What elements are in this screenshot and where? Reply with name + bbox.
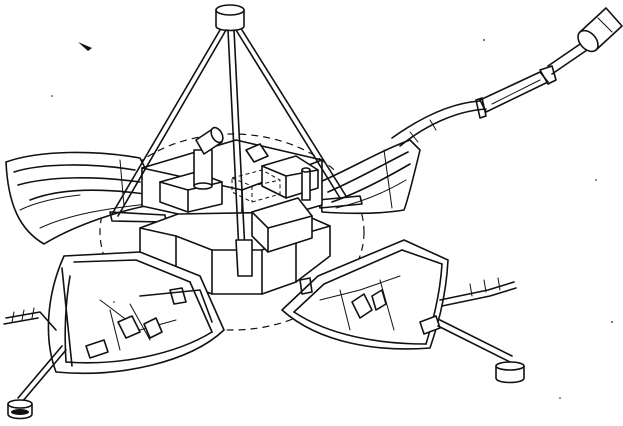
tripod-mast (111, 4, 347, 277)
camera-mast (193, 126, 224, 190)
foot-right (495, 361, 525, 384)
foot-left (7, 399, 33, 420)
deployment-envelope-dashed (99, 133, 365, 331)
deck-post (301, 167, 311, 201)
scan-specks (51, 39, 613, 399)
antenna-canister (577, 7, 623, 53)
petal-lower-right (281, 239, 517, 363)
petal-lower-left (3, 251, 225, 403)
boom-arm (391, 39, 591, 147)
